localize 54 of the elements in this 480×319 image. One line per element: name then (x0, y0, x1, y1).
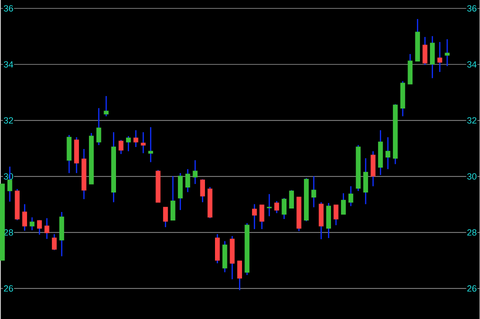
candlestick (140, 131, 146, 154)
candlestick (126, 135, 131, 152)
candlestick (318, 201, 324, 240)
y-tick-label: 36 (4, 5, 14, 12)
candlestick (133, 130, 138, 148)
candlestick (22, 203, 28, 232)
candlestick (200, 178, 205, 203)
candlestick (214, 233, 220, 264)
y-tick-label: 26 (4, 285, 14, 292)
candlestick (52, 233, 57, 251)
y2-tick-label: 36 (467, 5, 476, 12)
candlestick (163, 206, 168, 228)
candlestick (59, 211, 64, 257)
candlestick (104, 95, 109, 117)
candlestick (311, 175, 316, 208)
candlestick (66, 134, 72, 174)
candlestick (237, 260, 242, 291)
candlestick (363, 158, 368, 205)
candlestick (370, 150, 376, 187)
candlestick (192, 159, 198, 184)
candlestick (289, 189, 294, 209)
candlestick (348, 186, 354, 207)
candlestick (282, 197, 287, 220)
candlestick (148, 126, 154, 163)
candlestick (334, 204, 338, 226)
y2-tick-label: 30 (467, 173, 476, 180)
candlestick (385, 136, 390, 170)
candlestick (118, 139, 124, 155)
y-tick-label: 34 (4, 61, 14, 68)
candlestick (430, 35, 435, 79)
candlestick (178, 172, 183, 211)
candlestick (422, 36, 428, 66)
candlestick (96, 107, 102, 146)
candlestick (274, 200, 280, 214)
y2-tick-label: 34 (467, 61, 477, 68)
candlestick (341, 192, 346, 215)
candlestick (37, 219, 42, 236)
candlestick (185, 168, 190, 193)
candlestick (74, 136, 79, 174)
candlestick (44, 217, 50, 240)
y-tick-label: 28 (4, 229, 14, 236)
y2-tick-label: 28 (467, 229, 476, 236)
candlestick (408, 53, 413, 84)
y2-tick-label: 32 (467, 117, 476, 124)
candlestick (444, 38, 450, 67)
candlestick (222, 240, 228, 273)
y-tick-label: 32 (4, 117, 13, 124)
candlestick (326, 202, 331, 239)
candlestick (30, 216, 34, 231)
candlestick (437, 41, 442, 72)
candlestick (170, 175, 176, 221)
candlestick (252, 203, 257, 230)
candlestick (259, 204, 264, 230)
y2-tick-label: 26 (467, 285, 476, 292)
